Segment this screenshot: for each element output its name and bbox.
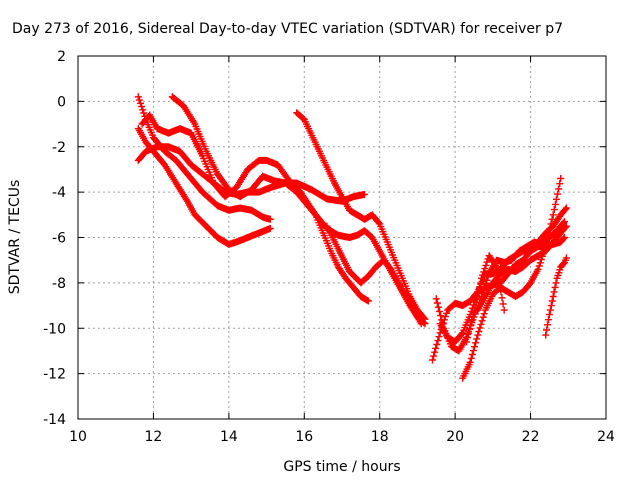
series-track-14 xyxy=(474,222,570,314)
data-points-plus-markers xyxy=(474,222,570,314)
y-tick-label: -8 xyxy=(52,276,66,292)
y-tick-label: -2 xyxy=(52,140,66,156)
series-track-12 xyxy=(463,252,508,346)
series-track-7 xyxy=(323,222,425,328)
data-points-plus-markers xyxy=(323,222,425,328)
data-points-plus-markers xyxy=(138,111,372,305)
data-points-plus-markers xyxy=(134,93,274,223)
plot-frame xyxy=(77,55,607,420)
series-track-5 xyxy=(138,111,372,305)
x-tick-label: 20 xyxy=(446,429,464,445)
x-tick-label: 22 xyxy=(522,429,540,445)
x-tick-label: 14 xyxy=(220,429,238,445)
series-track-13 xyxy=(542,254,570,339)
data-points-plus-markers xyxy=(168,93,429,328)
x-tick-label: 16 xyxy=(295,429,313,445)
series-track-6 xyxy=(293,109,429,323)
data-marks xyxy=(134,93,570,382)
chart-title: Day 273 of 2016, Sidereal Day-to-day VTE… xyxy=(12,21,563,37)
y-tick-label: -4 xyxy=(52,185,66,201)
x-tick-label: 18 xyxy=(371,429,389,445)
data-points-plus-markers xyxy=(293,109,429,323)
x-tick-label: 12 xyxy=(145,429,163,445)
y-tick-label: -14 xyxy=(43,412,66,428)
grid-lines xyxy=(78,56,606,419)
x-axis-label: GPS time / hours xyxy=(283,459,400,475)
y-tick-label: -6 xyxy=(52,231,66,247)
x-tick-label: 10 xyxy=(69,429,87,445)
data-points-plus-markers xyxy=(459,175,565,382)
series-track-1 xyxy=(134,93,274,223)
y-axis-label: SDTVAR / TECUs xyxy=(7,180,23,295)
y-tick-label: -12 xyxy=(43,367,66,383)
data-points-plus-markers xyxy=(542,254,570,339)
x-tick-label: 24 xyxy=(597,429,615,445)
y-tick-label: -10 xyxy=(43,321,66,337)
data-points-plus-markers xyxy=(463,252,508,346)
y-tick-label: 2 xyxy=(57,49,66,65)
y-tick-label: 0 xyxy=(57,94,66,110)
series-track-11 xyxy=(459,175,565,382)
series-track-4 xyxy=(168,93,429,328)
